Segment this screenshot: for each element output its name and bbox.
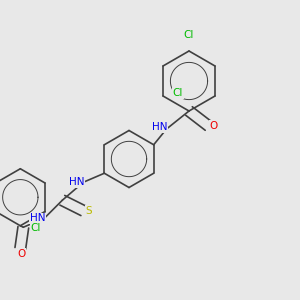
Text: O: O xyxy=(18,249,26,259)
Text: Cl: Cl xyxy=(184,29,194,40)
Text: O: O xyxy=(210,121,218,131)
Text: S: S xyxy=(85,206,92,216)
Text: HN: HN xyxy=(30,213,46,223)
Text: Cl: Cl xyxy=(31,223,41,233)
Text: HN: HN xyxy=(69,177,85,187)
Text: HN: HN xyxy=(152,122,168,133)
Text: Cl: Cl xyxy=(173,88,183,98)
